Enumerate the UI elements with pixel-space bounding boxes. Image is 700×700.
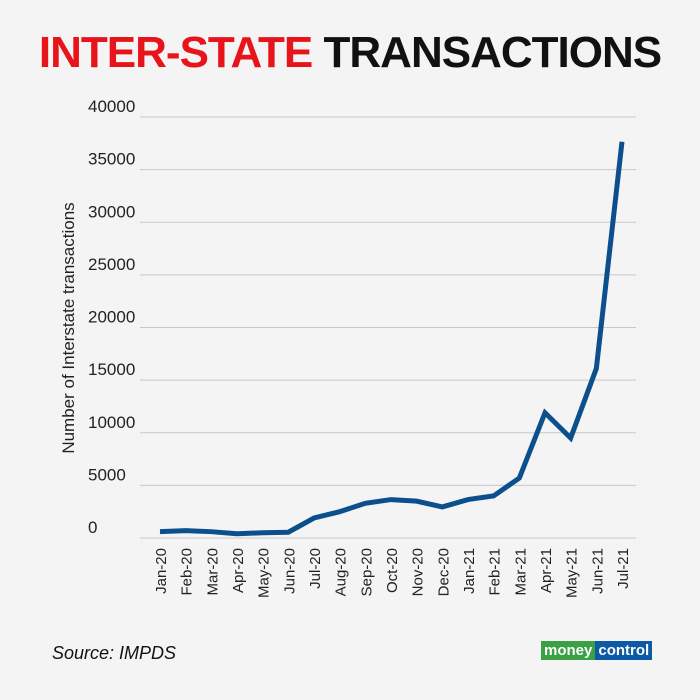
x-tick-label: Dec-20 [435,548,452,596]
x-tick-label: Sep-20 [358,548,375,596]
y-tick-label: 5000 [88,465,126,484]
x-tick-label: Oct-20 [384,548,401,593]
x-tick-label: Jun-21 [589,548,606,594]
x-tick-label: Mar-20 [204,548,221,596]
y-axis-label: Number of Interstate transactions [59,202,78,453]
y-tick-label: 20000 [88,308,135,327]
x-tick-label: Apr-20 [230,548,247,593]
y-tick-label: 35000 [88,150,135,169]
x-tick-label: Jul-20 [307,548,324,589]
x-tick-label: Feb-20 [179,548,196,596]
y-tick-label: 15000 [88,360,135,379]
x-tick-label: Feb-21 [487,548,504,596]
y-tick-label: 10000 [88,413,135,432]
y-tick-label: 25000 [88,255,135,274]
x-tick-label: May-21 [564,548,581,598]
y-tick-label: 0 [88,518,97,537]
source-note: Source: IMPDS [52,643,177,663]
y-tick-label: 30000 [88,202,135,221]
x-tick-label: Jan-21 [461,548,478,594]
x-tick-label: May-20 [256,548,273,598]
title-part-red: INTER-STATE [38,28,313,77]
x-tick-label: Jan-20 [153,548,170,594]
x-tick-label: Aug-20 [333,548,350,596]
title-part-black: TRANSACTIONS [323,28,663,77]
moneycontrol-logo: money control [541,641,653,660]
logo-part-control: control [595,641,653,660]
series-line [159,141,625,537]
logo-part-money: money [541,641,596,660]
x-tick-label: Mar-21 [512,548,529,596]
x-tick-label: Nov-20 [410,548,427,596]
y-tick-label: 40000 [88,97,135,116]
x-tick-label: Jul-21 [615,548,632,589]
x-tick-label: Jun-20 [281,548,298,594]
chart-title: INTER-STATE TRANSACTIONS [0,28,700,78]
x-tick-label: Apr-21 [538,548,555,593]
